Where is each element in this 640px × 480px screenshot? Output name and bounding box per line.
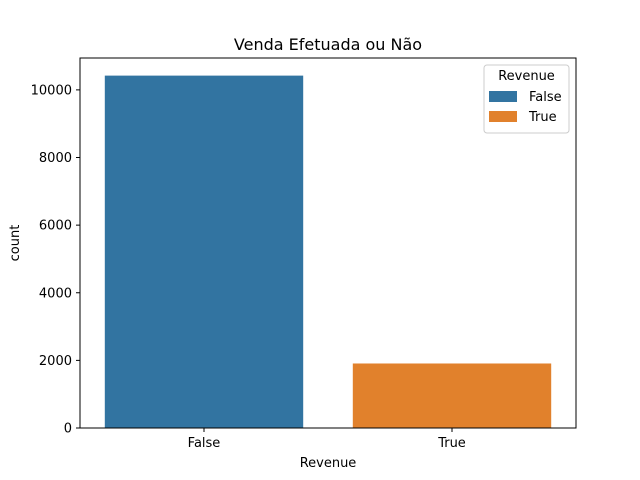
bar-true [352,363,552,428]
y-axis: 0 2000 4000 6000 8000 10000 [31,83,80,437]
x-tick-label-true: True [437,436,466,451]
legend-title: Revenue [498,69,555,84]
y-tick-label-4000: 4000 [39,286,72,301]
legend-swatch-false [489,91,517,102]
y-tick-label-10000: 10000 [31,83,72,98]
legend-swatch-true [489,111,517,122]
x-tick-label-false: False [188,436,221,451]
y-tick-label-0: 0 [64,422,72,437]
bars-group [104,75,552,428]
x-axis-label: Revenue [300,456,357,471]
x-axis: False True [188,428,466,451]
y-axis-label: count [8,225,23,262]
plot-frame [79,57,577,429]
legend-entries: False True [489,90,562,125]
y-tick-label-2000: 2000 [39,354,72,369]
legend-label-true: True [528,110,557,125]
y-tick-label-6000: 6000 [39,219,72,234]
bar-false [104,75,304,428]
y-tick-label-8000: 8000 [39,151,72,166]
chart-title: Venda Efetuada ou Não [234,35,422,54]
legend-label-false: False [529,90,562,105]
legend: Revenue False True [483,64,570,134]
